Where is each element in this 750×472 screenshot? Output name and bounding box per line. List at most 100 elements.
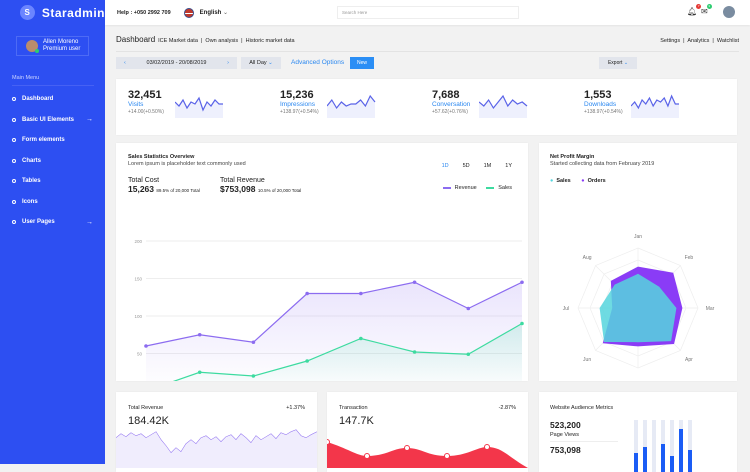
header-links[interactable]: ICE Market data | Own analysis | Histori… xyxy=(158,38,294,44)
stat-label: Downloads xyxy=(584,101,623,108)
export-label: Export xyxy=(608,60,622,66)
audience-bar-fill xyxy=(670,456,674,472)
period-dropdown[interactable]: All Day ⌄ xyxy=(241,57,281,69)
menu-dot-icon xyxy=(12,138,16,142)
stat-label: Conversation xyxy=(432,101,470,108)
radar-legend: ●Sales ●Orders xyxy=(550,178,606,184)
net-profit-card: Net Profit Margin Started collecting dat… xyxy=(539,143,737,381)
total-cost-value: 15,263 xyxy=(128,184,154,194)
menu-dot-icon xyxy=(12,118,16,122)
data-point-sales xyxy=(305,359,309,363)
legend-swatch-revenue xyxy=(443,187,451,189)
tab-1m[interactable]: 1M xyxy=(484,163,492,169)
data-point-revenue xyxy=(144,344,148,348)
data-point-revenue xyxy=(520,280,524,284)
stat-value: 7,688 xyxy=(432,89,470,101)
sidebar-item-label: Charts xyxy=(22,158,41,164)
export-dropdown[interactable]: Export ⌄ xyxy=(599,57,637,69)
tab-1d[interactable]: 1D xyxy=(442,163,449,169)
page-views-value: 523,200 xyxy=(550,420,581,430)
brand[interactable]: S Staradmin xyxy=(0,0,105,25)
audience-bar xyxy=(652,420,656,472)
next-icon[interactable]: › xyxy=(227,60,229,66)
data-point-sales xyxy=(466,352,470,356)
legend-sales: Sales xyxy=(556,178,570,184)
sidebar-item-charts[interactable]: Charts xyxy=(0,151,105,172)
sidebar-item-user-pages[interactable]: User Pages→ xyxy=(0,212,105,233)
stat-change: +138.97(+0.54%) xyxy=(280,109,319,115)
tab-5d[interactable]: 5D xyxy=(463,163,470,169)
sales-statistics-card: Sales Statistics Overview Lorem ipsum is… xyxy=(116,143,528,381)
sparkline xyxy=(479,92,529,118)
stat-visits: 32,451Visits+14.00(+0.50%) xyxy=(128,89,164,115)
sidebar-item-form-elements[interactable]: Form elements xyxy=(0,130,105,151)
stats-card: 32,451Visits+14.00(+0.50%)15,236Impressi… xyxy=(116,79,737,135)
audience-bar xyxy=(634,420,638,472)
search-input[interactable]: Search Here xyxy=(337,6,519,19)
sidebar-item-label: Icons xyxy=(22,199,38,205)
period-label: All Day xyxy=(249,60,266,66)
us-flag-icon xyxy=(184,8,194,18)
help-phone: Help : +050 2992 709 xyxy=(117,10,171,16)
change-badge: -2.87% xyxy=(499,405,516,411)
stat-value: 15,236 xyxy=(280,89,319,101)
total-cost-label: Total Cost xyxy=(128,177,159,184)
data-point-revenue xyxy=(198,333,202,337)
stat-change: +14.00(+0.50%) xyxy=(128,109,164,115)
radar-axis-label: Jul xyxy=(563,306,569,312)
brand-name: Staradmin xyxy=(42,6,105,20)
arrow-right-icon: → xyxy=(86,116,93,123)
card-title: Total Revenue xyxy=(128,405,163,411)
data-point-sales xyxy=(359,337,363,341)
menu-heading: Main Menu xyxy=(12,75,94,86)
date-range-picker[interactable]: ‹03/02/2019 - 20/08/2019› xyxy=(116,57,237,69)
card-subtitle: Started collecting data from February 20… xyxy=(550,161,726,167)
y-tick-label: 100 xyxy=(134,314,142,319)
total-revenue-value: $753,098 xyxy=(220,184,255,194)
sidebar-item-label: Dashboard xyxy=(22,96,53,102)
sidebar-item-dashboard[interactable]: Dashboard xyxy=(0,89,105,110)
transaction-area-chart xyxy=(327,428,528,468)
bell-icon[interactable]: 🔔︎7 xyxy=(687,7,697,16)
sparkline xyxy=(631,92,681,118)
language-selector[interactable]: English ⌄ xyxy=(200,9,228,16)
sidebar-item-basic-ui-elements[interactable]: Basic UI Elements→ xyxy=(0,110,105,131)
y-tick-label: 50 xyxy=(137,352,143,357)
data-point-revenue xyxy=(413,280,417,284)
advanced-options-link[interactable]: Advanced Options xyxy=(291,59,344,66)
audience-bar-fill xyxy=(661,444,665,472)
page-views-label: Page Views xyxy=(550,432,618,442)
legend-revenue: Revenue xyxy=(455,185,477,191)
legend-sales: Sales xyxy=(498,185,512,191)
radar-axis-label: Jun xyxy=(583,357,591,363)
sidebar-item-icons[interactable]: Icons xyxy=(0,192,105,213)
menu-dot-icon xyxy=(12,179,16,183)
audience-bar xyxy=(643,420,647,472)
data-point-sales xyxy=(413,350,417,354)
sidebar-item-label: Form elements xyxy=(22,137,65,143)
breadcrumb: DashboardICE Market data | Own analysis … xyxy=(116,35,295,44)
tab-1y[interactable]: 1Y xyxy=(505,163,512,169)
user-profile[interactable]: Allen MorenoPremium user xyxy=(16,36,89,56)
card-title: Website Audience Metrics xyxy=(550,405,613,411)
brand-logo: S xyxy=(20,5,35,20)
user-avatar-menu[interactable] xyxy=(723,6,735,18)
audience-bar-fill xyxy=(679,429,683,472)
data-point-sales xyxy=(252,374,256,378)
new-button[interactable]: New xyxy=(350,57,374,69)
prev-icon[interactable]: ‹ xyxy=(124,60,126,66)
sidebar-item-tables[interactable]: Tables xyxy=(0,171,105,192)
total-revenue-note: 10.5% of 20,000 Total xyxy=(258,188,301,193)
change-badge: +1.37% xyxy=(286,405,305,411)
sidebar: S Staradmin Allen MorenoPremium user Main… xyxy=(0,0,105,464)
card-title: Transaction xyxy=(339,405,368,411)
revenue-value: 184.42K xyxy=(128,415,169,427)
second-metric-value: 753,098 xyxy=(550,445,581,455)
audience-bar-fill xyxy=(643,447,647,472)
mail-icon[interactable]: ✉3 xyxy=(701,7,708,16)
radar-axis-label: Mar xyxy=(706,306,715,312)
avatar xyxy=(26,40,38,52)
stat-label: Visits xyxy=(128,101,164,108)
header-right-links[interactable]: Settings | Analytics | Watchlist xyxy=(660,38,739,44)
data-point-revenue xyxy=(359,292,363,296)
